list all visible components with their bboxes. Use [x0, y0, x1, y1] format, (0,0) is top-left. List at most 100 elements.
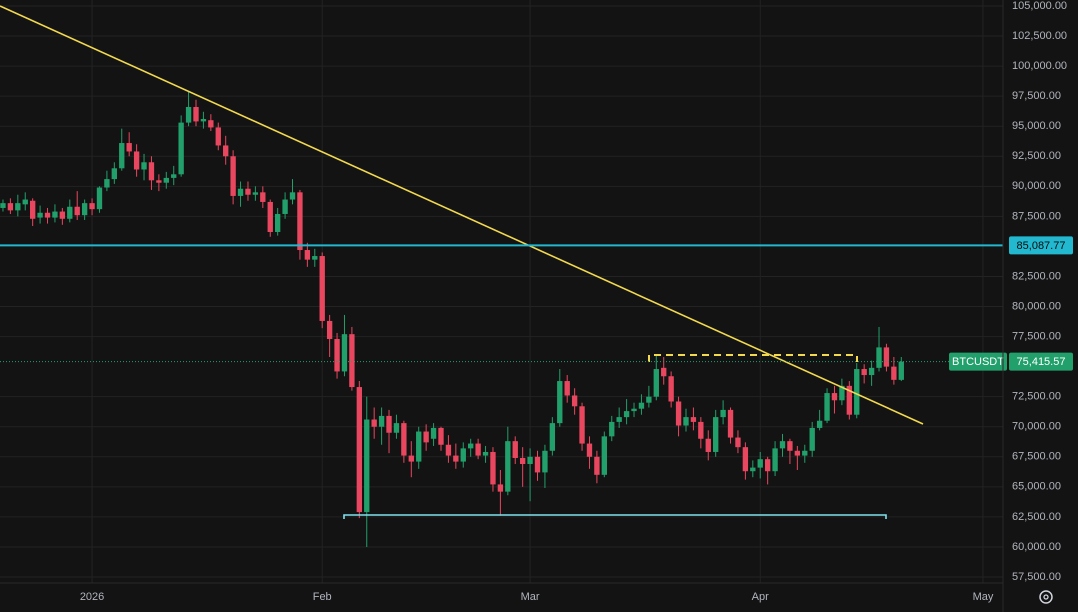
last-price-label: 75,415.57: [1017, 356, 1066, 368]
trend-line: [0, 5, 924, 425]
candle-body: [304, 250, 311, 260]
x-tick-label: Apr: [752, 591, 769, 603]
candle-body: [15, 203, 21, 211]
candle-body: [497, 484, 504, 492]
y-tick-label: 97,500.00: [1012, 90, 1061, 102]
y-tick-label: 82,500.00: [1012, 270, 1061, 282]
candle-body: [52, 211, 58, 218]
candle-body: [185, 106, 192, 123]
candle-body: [750, 467, 756, 472]
candle-body: [586, 443, 593, 457]
candle-body: [861, 369, 867, 376]
candle-body: [282, 199, 288, 214]
y-tick-label: 100,000.00: [1012, 60, 1067, 72]
settings-icon[interactable]: [1039, 590, 1053, 604]
candle-body: [720, 409, 726, 418]
candles: [0, 91, 904, 547]
overlay: 85,087.77 BTCUSDT 75,415.57: [0, 236, 1073, 371]
candle-body: [549, 423, 556, 451]
grid: [0, 0, 1003, 583]
candle-body: [839, 385, 845, 401]
candle-body: [7, 203, 14, 211]
candle-body: [646, 396, 652, 403]
candle-body: [438, 427, 444, 445]
symbol-label-box: [949, 352, 1007, 371]
y-tick-label: 60,000.00: [1012, 541, 1061, 553]
candle-body: [482, 451, 489, 456]
candle-body: [468, 443, 474, 449]
candle-body: [794, 450, 801, 456]
candle-body: [757, 459, 763, 468]
candle-body: [156, 180, 162, 183]
candle-body: [401, 423, 407, 456]
candle-body: [490, 451, 496, 485]
candle-body: [200, 119, 207, 122]
y-tick-label: 72,500.00: [1012, 391, 1061, 403]
candle-body: [661, 367, 667, 377]
y-tick-label: 95,000.00: [1012, 120, 1061, 132]
resistance-line: [648, 354, 858, 362]
candle-body: [638, 402, 645, 409]
candle-body: [831, 393, 838, 401]
y-tick-label: 62,500.00: [1012, 511, 1061, 523]
symbol-label: BTCUSDT: [952, 356, 1004, 368]
candle-body: [787, 441, 793, 451]
y-tick-label: 105,000.00: [1012, 0, 1067, 12]
candle-body: [764, 459, 771, 472]
candle-body: [178, 122, 184, 175]
y-tick-label: 90,000.00: [1012, 180, 1061, 192]
candle-body: [393, 423, 400, 433]
candle-body: [534, 456, 541, 473]
candle-body: [133, 151, 140, 170]
candle-body: [854, 369, 860, 415]
candle-body: [594, 456, 600, 475]
candle-body: [735, 437, 741, 448]
x-tick-label: May: [973, 591, 994, 603]
candle-body: [208, 120, 214, 128]
settings-button[interactable]: [1039, 590, 1053, 604]
candle-body: [460, 448, 466, 462]
candle-body: [423, 431, 429, 443]
candle-body: [386, 415, 392, 433]
candle-body: [713, 417, 719, 452]
candle-body: [623, 411, 630, 418]
candle-body: [779, 441, 786, 449]
candle-body: [430, 427, 437, 439]
y-tick-label: 92,500.00: [1012, 150, 1061, 162]
candle-body: [519, 457, 526, 464]
candle-body: [609, 421, 615, 437]
candle-body: [883, 347, 890, 367]
candle-body: [868, 367, 875, 376]
candle-body: [96, 187, 103, 210]
candle-body: [349, 334, 355, 388]
candle-body: [364, 419, 370, 513]
candle-body: [898, 361, 904, 380]
candle-body: [653, 369, 659, 397]
y-tick-label: 57,500.00: [1012, 571, 1061, 583]
x-tick-label: 2026: [80, 591, 104, 603]
candle-body: [326, 320, 333, 339]
candle-body: [371, 419, 377, 427]
candle-body: [527, 456, 533, 464]
candle-body: [408, 455, 414, 462]
candle-body: [378, 415, 385, 427]
y-tick-label: 87,500.00: [1012, 210, 1061, 222]
candle-body: [542, 450, 548, 473]
candle-body: [37, 212, 43, 218]
support-line: [343, 514, 887, 519]
candle-body: [579, 406, 585, 444]
candle-body: [81, 203, 88, 216]
candle-body: [564, 381, 570, 396]
candle-body: [512, 441, 518, 458]
candle-body: [119, 143, 125, 169]
candle-body: [809, 427, 815, 451]
candle-body: [816, 420, 823, 428]
candle-body: [0, 203, 6, 208]
y-tick-label: 80,000.00: [1012, 300, 1061, 312]
candle-body: [126, 143, 132, 152]
candle-body: [163, 177, 169, 183]
candle-body: [557, 381, 563, 424]
candle-body: [193, 106, 199, 122]
candle-body: [631, 408, 637, 412]
